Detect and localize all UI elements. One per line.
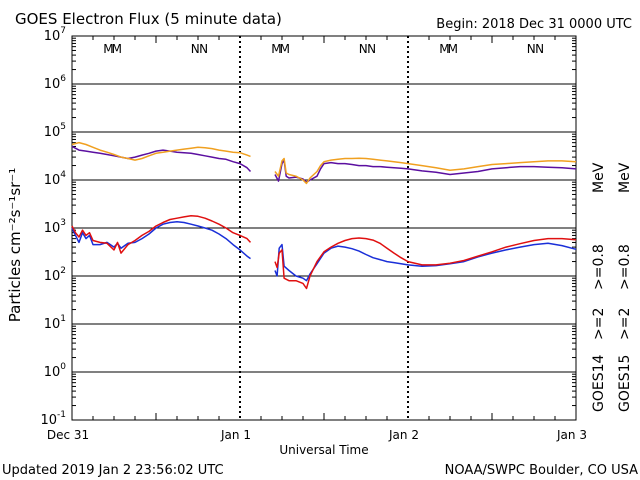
legend-goes15-ge2: >=2 (617, 308, 633, 340)
x-tick-label: Jan 3 (556, 428, 587, 442)
y-tick-label: 106 (44, 74, 67, 92)
x-tick-label: Dec 31 (47, 428, 89, 442)
legend-goes15-ge08: >=0.8 (617, 244, 633, 290)
x-axis-tick-labels: Dec 31 Jan 1 Jan 2 Jan 3 (47, 428, 587, 442)
series-line-goes14_high-4 (71, 220, 251, 260)
y-tick-label: 107 (44, 26, 66, 44)
marker-n: N (191, 42, 200, 56)
updated-timestamp: Updated 2019 Jan 2 23:56:02 UTC (2, 463, 224, 478)
marker-m: M (280, 42, 290, 56)
marker-n: N (535, 42, 544, 56)
legend-goes14-ge08: >=0.8 (591, 244, 607, 290)
legend-mev-1: MeV (591, 162, 607, 193)
y-tick-label: 103 (44, 218, 66, 236)
marker-m: M (271, 42, 281, 56)
legend-goes14: GOES14 (591, 354, 607, 412)
minor-ticks (72, 36, 576, 420)
legend: GOES14 >=2 >=0.8 MeV GOES15 >=2 >=0.8 Me… (591, 162, 633, 412)
x-axis-label: Universal Time (279, 443, 368, 457)
marker-m: M (103, 42, 113, 56)
x-tick-label: Jan 1 (220, 428, 251, 442)
series-line-goes15_high-6 (71, 214, 252, 254)
y-axis-tick-labels: 10-1 100 101 102 103 104 105 106 107 (40, 26, 66, 428)
marker-m: M (448, 42, 458, 56)
flux-series (71, 141, 577, 290)
marker-n: N (199, 42, 208, 56)
legend-goes15: GOES15 (617, 355, 633, 412)
series-line-goes15_high-7 (274, 237, 577, 290)
series-line-goes14_high-5 (274, 242, 577, 282)
y-tick-label: 105 (44, 122, 66, 140)
legend-goes14-ge2: >=2 (591, 308, 607, 340)
series-line-goes14_low-1 (274, 159, 577, 183)
y-tick-label: 10-1 (40, 410, 66, 428)
series-line-goes14_low-0 (71, 145, 252, 173)
credit-text: NOAA/SWPC Boulder, CO USA (445, 463, 638, 478)
y-tick-label: 104 (44, 170, 67, 188)
x-tick-label: Jan 2 (388, 428, 419, 442)
marker-m: M (439, 42, 449, 56)
marker-n: N (527, 42, 536, 56)
magnetopause-markers: MM MM MMN N N N N N (103, 42, 544, 56)
marker-m: M (112, 42, 122, 56)
chart-title: GOES Electron Flux (5 minute data) (15, 10, 282, 28)
series-line-goes15_low-2 (71, 141, 251, 161)
y-tick-label: 101 (44, 314, 66, 332)
y-axis-label: Particles cm⁻²s⁻¹sr⁻¹ (6, 168, 24, 322)
y-tick-label: 102 (44, 266, 66, 284)
marker-n: N (359, 42, 368, 56)
marker-n: N (367, 42, 376, 56)
series-line-goes15_low-3 (274, 157, 577, 185)
y-tick-label: 100 (44, 362, 67, 380)
begin-time: Begin: 2018 Dec 31 0000 UTC (436, 17, 632, 32)
legend-mev-2: MeV (617, 162, 633, 193)
plot-area: MM MM MMN N N N N N (71, 35, 577, 421)
